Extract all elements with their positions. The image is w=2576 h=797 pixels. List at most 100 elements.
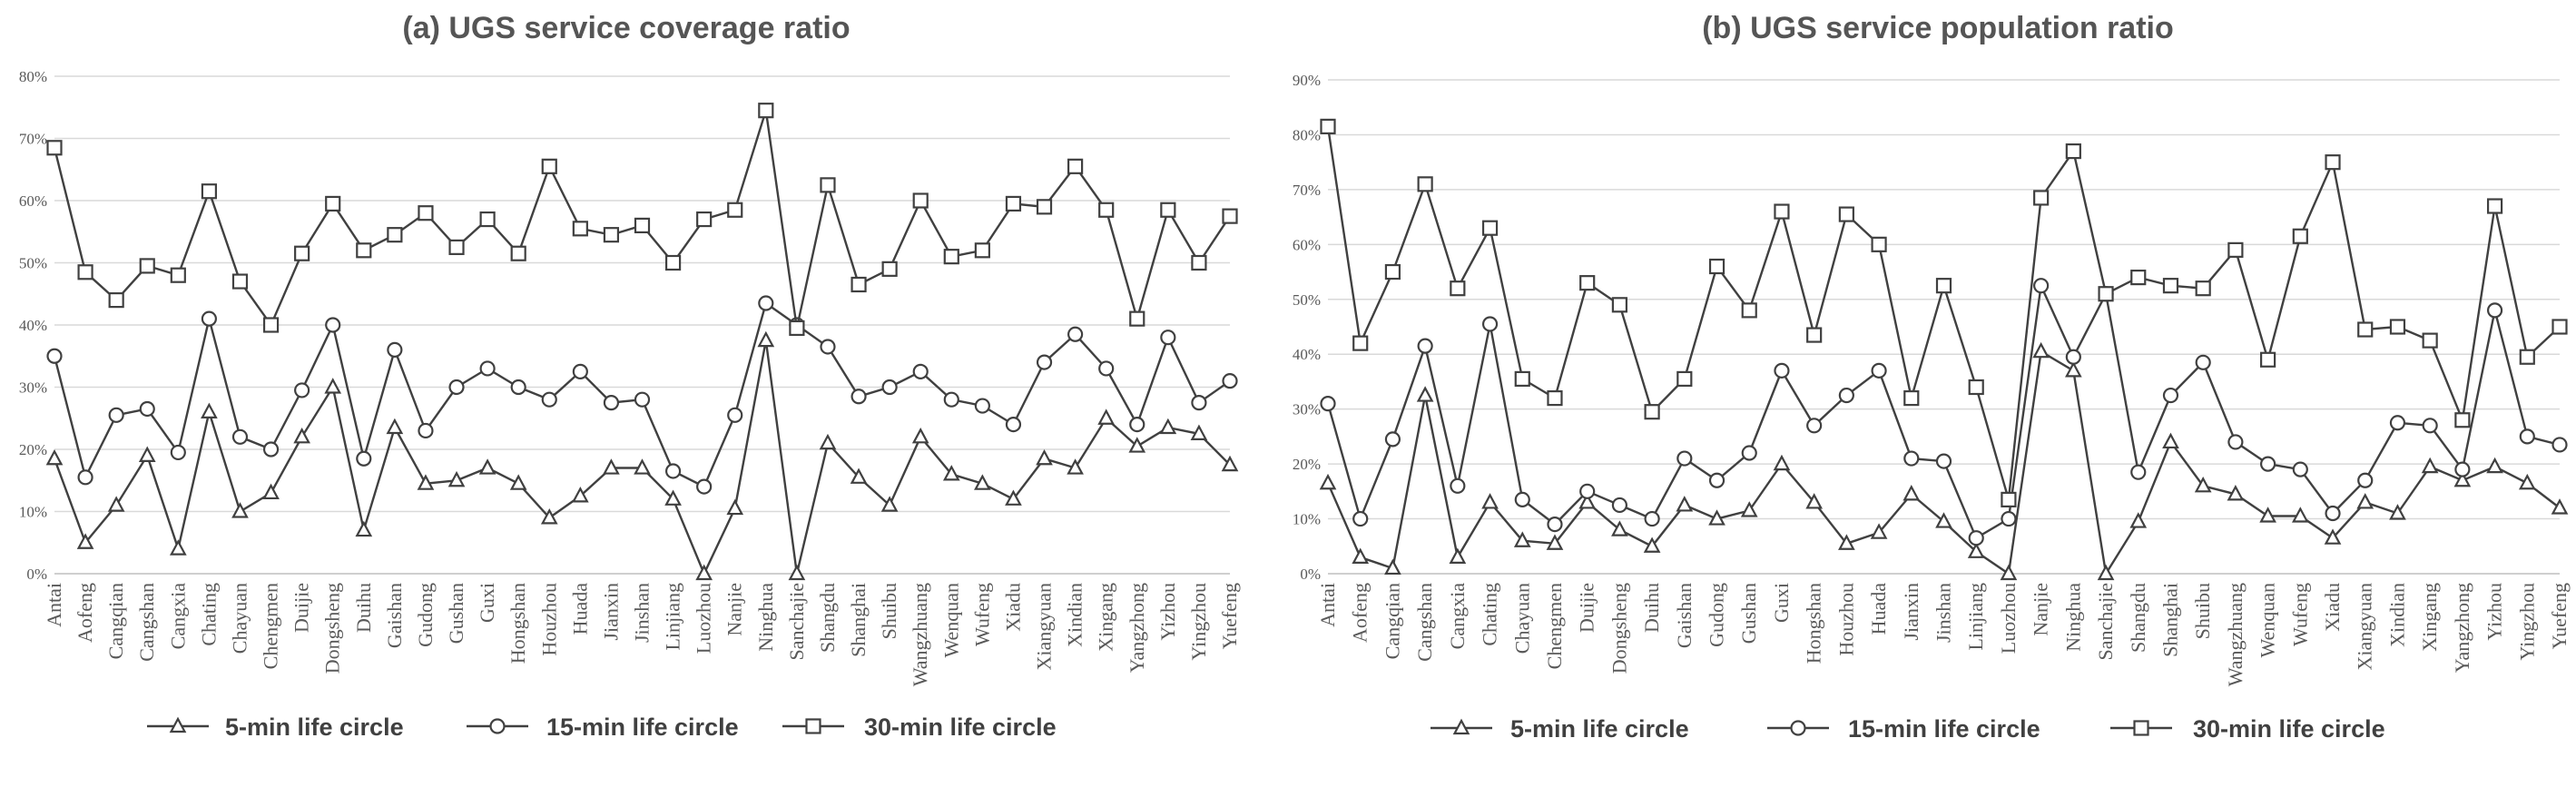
x-tick-label: Wenquan [939, 583, 962, 658]
data-point [1903, 485, 1921, 501]
data-point [2130, 464, 2147, 480]
x-tick-label: Dongsheng [1608, 583, 1630, 674]
data-point [1806, 327, 1823, 343]
data-point [2486, 457, 2503, 474]
y-tick-label: 60% [1293, 236, 1321, 253]
data-point [1579, 275, 1596, 291]
data-point [170, 267, 186, 283]
x-tick-label: Guxi [1770, 583, 1793, 623]
data-point [820, 339, 836, 355]
data-point [1741, 445, 1757, 461]
x-tick-label: Yuefeng [1218, 583, 1241, 649]
data-point [572, 363, 588, 379]
legend-label: 30-min life circle [2193, 715, 2385, 743]
data-point [2162, 432, 2179, 449]
data-point [231, 428, 249, 445]
x-tick-label: Wangzhuang [909, 583, 931, 686]
data-point [1968, 530, 1984, 546]
y-tick-label: 30% [19, 379, 47, 397]
x-tick-label: Wangzhuang [2224, 583, 2247, 686]
data-point [911, 427, 929, 444]
data-point [386, 418, 404, 435]
data-point [294, 382, 310, 398]
legend-label: 5-min life circle [225, 713, 404, 741]
data-point [479, 211, 496, 228]
data-point [1160, 202, 1176, 218]
data-point [1320, 118, 1336, 134]
x-tick-label: Jianxin [599, 583, 622, 641]
data-point [2454, 461, 2471, 477]
data-point [325, 317, 341, 333]
data-point [1935, 453, 1952, 469]
series-line [1326, 281, 2561, 540]
data-point [1838, 206, 1854, 222]
data-point [634, 217, 651, 233]
x-tick-label: Cangxia [166, 583, 189, 650]
x-tick-label: Ninghua [754, 583, 777, 652]
data-point [1222, 208, 1238, 224]
data-point [572, 487, 589, 503]
data-point [447, 470, 466, 487]
data-point [1547, 389, 1563, 407]
data-point [231, 273, 249, 290]
data-point [2357, 321, 2374, 338]
legend-label: 5-min life circle [1510, 715, 1689, 743]
data-point [1903, 450, 1920, 467]
gridlines [54, 75, 1230, 575]
data-point [2422, 418, 2438, 434]
data-point [1676, 370, 1693, 388]
chart-panel-b: (b) UGS service population ratio 0% 10% 20… [1293, 11, 2571, 743]
data-point [2551, 319, 2568, 335]
x-tick-label: Sanchajie [2094, 583, 2117, 661]
legend-marker-circle [1790, 720, 1806, 736]
data-point [2421, 457, 2439, 474]
y-tick-label: 60% [19, 192, 47, 210]
data-point [1129, 417, 1145, 433]
data-point [1128, 437, 1146, 453]
legend-label: 15-min life circle [1848, 715, 2040, 743]
data-point [139, 400, 155, 418]
data-point [201, 402, 218, 418]
data-point [1450, 477, 1466, 494]
data-point [1773, 454, 1791, 471]
data-point [2518, 473, 2536, 490]
data-point [1036, 448, 1053, 466]
data-point [1838, 534, 1855, 550]
data-point [2486, 198, 2503, 214]
data-point [2260, 351, 2276, 368]
data-point [2065, 361, 2082, 378]
x-tick-label: Xiadu [2321, 583, 2344, 632]
data-point [942, 465, 960, 481]
data-point [1514, 370, 1530, 388]
data-point [850, 276, 867, 293]
x-tick-label: Huada [568, 583, 591, 635]
data-point [2454, 412, 2471, 428]
data-point [1449, 547, 1467, 564]
legend-marker-triangle [169, 716, 187, 733]
data-point [758, 103, 774, 119]
data-point [789, 320, 805, 337]
x-tick-label: Aofeng [1349, 583, 1372, 643]
x-tick-label: Dongsheng [321, 583, 344, 674]
x-tick-label: Gushan [445, 583, 467, 644]
x-tick-label: Shanghai [2158, 583, 2181, 657]
data-point [1450, 280, 1466, 297]
data-point [138, 446, 156, 462]
data-point [1838, 387, 1854, 404]
data-point [1481, 316, 1499, 332]
data-point [2227, 241, 2244, 258]
data-point [541, 391, 557, 408]
data-point [1676, 496, 1694, 512]
x-tick-label: Duihu [1640, 583, 1663, 633]
x-tick-label: Yingzhou [1187, 583, 1210, 661]
x-tick-label: Guxi [476, 583, 498, 623]
legend-label: 15-min life circle [546, 713, 739, 741]
x-tick-label: Aofeng [74, 583, 96, 643]
data-point [139, 258, 155, 274]
data-point [1611, 520, 1628, 536]
data-point [2033, 278, 2050, 294]
data-point [1097, 408, 1116, 425]
data-point [2227, 485, 2245, 501]
x-tick-label: Houzhou [537, 583, 560, 656]
x-tick-label: Duijie [1576, 583, 1598, 633]
